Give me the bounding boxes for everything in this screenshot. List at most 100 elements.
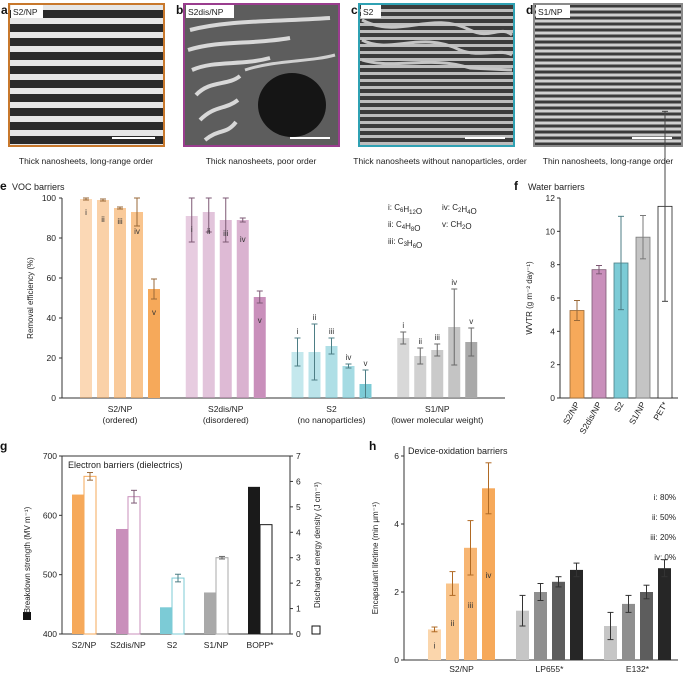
x-tick-label: S2dis/NP [110,640,146,650]
chart-title: Water barriers [528,182,585,192]
bar-breakdown [72,494,84,634]
panel-letter-b: b [176,3,183,17]
bar [148,289,160,398]
bar [464,547,477,660]
bar [640,592,653,660]
legend-entry: iii: 20% [650,533,676,542]
bar [569,310,585,399]
bar-label: ii [207,227,211,236]
group-label: LP655* [536,664,565,674]
micrograph-c: c S2 Thick nanosheets without nanopartic… [351,3,527,166]
panel-letter-f: f [514,179,519,193]
group-sublabel: (ordered) [103,415,138,425]
y-tick-label: 2 [394,587,399,597]
group-label: S2/NP [449,664,474,674]
bar [431,350,444,398]
chart-g-electron-barriers: Electron barriers (dielectrics) 400 500 600… [23,451,322,650]
y2-tick-label: 7 [296,451,301,461]
bar [552,581,565,660]
micrograph-a: a S2/NP Thick nanosheets, long-range ord… [1,3,165,166]
y-tick-label: 60 [47,273,57,283]
legend-marker-filled [23,612,31,620]
y-tick-label: 6 [550,293,555,303]
bar [482,488,495,660]
y2-tick-label: 1 [296,604,301,614]
bar-label: ii [101,215,105,224]
y-tick-label: 6 [394,451,399,461]
legend-entry: ii: C4H8O [388,220,420,233]
bar-label: v [258,316,262,325]
x-tick-label: S2/NP [561,400,582,427]
caption-d: Thin nanosheets, long-range order [543,156,674,166]
bar-label: ii [451,619,455,628]
bar-label: iv [346,353,352,362]
bar-label: v [364,359,368,368]
bar [534,592,547,660]
y2-axis-label: Discharged energy density (J cm⁻³) [313,482,322,608]
bar-label: iii [329,327,335,336]
x-tick-label: S2 [167,640,178,650]
panel-letter-d: d [526,3,533,17]
y-tick-label: 400 [43,629,57,639]
bar [397,338,410,398]
y2-tick-label: 0 [296,629,301,639]
bar-energy [127,496,141,635]
group-sublabel: (lower molecular weight) [391,415,483,425]
x-tick-label: S1/NP [627,400,648,427]
chart-title: Device-oxidation barriers [408,446,508,456]
bar [635,236,651,399]
image-tag-d: S1/NP [538,7,563,17]
y-tick-label: 12 [546,193,556,203]
bar [185,216,198,398]
legend-marker-open [311,625,321,635]
bar-label: iv [134,227,140,236]
bar [80,199,92,398]
y-tick-label: 0 [550,393,555,403]
group-label: S1/NP [425,404,450,414]
x-tick-label: S2/NP [72,640,97,650]
bar [114,208,126,398]
y-axis-label: Breakdown strength (MV m⁻¹) [23,506,32,613]
y-tick-label: 4 [394,519,399,529]
y-tick-label: 2 [550,360,555,370]
bar-energy [171,577,185,635]
y2-tick-label: 3 [296,553,301,563]
bar [342,366,355,398]
chart-title: VOC barriers [12,182,65,192]
legend-entry: ii: 50% [652,513,676,522]
bar-energy [83,475,97,635]
bar [219,220,232,398]
bar-breakdown [204,592,216,634]
group-label: S2 [326,404,337,414]
bar [622,603,635,660]
y-tick-label: 40 [47,313,57,323]
panel-letter-a: a [1,3,8,17]
bar-label: ii [418,337,422,346]
y-tick-label: 0 [394,655,399,665]
y-tick-label: 8 [550,260,555,270]
bar-energy [215,557,229,635]
bar-label: iv [451,278,457,287]
bar-label: i [434,642,436,651]
bar [658,568,671,660]
legend-entry: v: CH2O [442,220,472,231]
bar [97,200,109,398]
y2-tick-label: 2 [296,578,301,588]
bar [131,212,143,398]
y-tick-label: 0 [51,393,56,403]
y-tick-label: 700 [43,451,57,461]
bar [428,629,441,660]
micrograph-b: b S2dis/NP Thick nanosheets, poor order [176,3,340,166]
bar [253,297,266,398]
bar-label: ii [313,313,317,322]
y-tick-label: 10 [546,226,556,236]
x-tick-label: S2 [612,400,626,414]
y2-tick-label: 6 [296,476,301,486]
image-tag-b: S2dis/NP [188,7,224,17]
bar [325,346,338,398]
chart-title: Electron barriers (dielectrics) [68,460,183,470]
chart-f-water-barriers: Water barriers 0 2 4 6 8 10 12 WVTR (g m⁻² day⁻¹… [525,110,678,436]
group-label: E132* [626,664,650,674]
group-label: S2/NP [108,404,133,414]
